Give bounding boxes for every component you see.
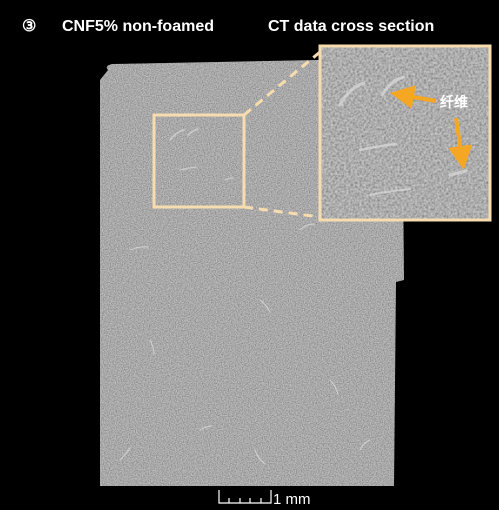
selection-box [152,113,246,209]
scale-bar [218,490,272,504]
inset-frame [318,44,492,222]
annotation: 纤维 [440,94,468,111]
zoom-inset [320,46,490,220]
inset-fibers [338,75,468,196]
title: CNF5% non-foamed [62,18,214,35]
scale-label: 1 mm [273,491,311,508]
subtitle: CT data cross section [268,18,434,35]
zoom-line [243,50,321,117]
title-number: ③ [22,18,36,35]
zoom-line [243,205,321,219]
arrow [390,85,437,109]
fibers [119,128,371,465]
arrow [448,117,473,170]
